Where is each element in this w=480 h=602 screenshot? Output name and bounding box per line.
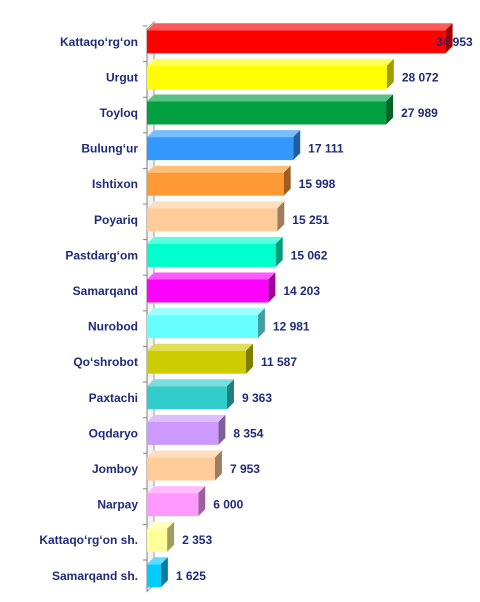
bar-front-face xyxy=(147,101,387,125)
bar-front-face xyxy=(147,493,199,517)
bar-front-face xyxy=(147,457,215,481)
bar-top-face xyxy=(147,201,285,209)
bar-front-face xyxy=(147,528,168,552)
bar-front-face xyxy=(147,386,227,410)
category-label: Poyariq xyxy=(94,213,138,227)
chart-labels: Kattaqo‘rg‘on 34 953 Urgut 28 072 Toyloq 27 9… xyxy=(39,35,473,583)
bar-top-face xyxy=(147,58,394,66)
category-label: Samarqand xyxy=(73,284,138,298)
bar-side-face xyxy=(257,308,265,339)
value-label: 11 587 xyxy=(261,355,297,369)
value-label: 17 111 xyxy=(308,142,344,156)
bar xyxy=(147,343,253,374)
value-label: 34 953 xyxy=(436,35,473,49)
value-label: 9 363 xyxy=(242,391,272,405)
bar-top-face xyxy=(147,236,283,244)
category-label: Qo‘shrobot xyxy=(73,355,138,369)
value-label: 2 353 xyxy=(182,533,212,547)
bar xyxy=(147,308,265,339)
bar-side-face xyxy=(275,236,283,267)
value-label: 28 072 xyxy=(402,70,439,84)
bar-front-face xyxy=(147,350,246,374)
bar-side-face xyxy=(277,201,285,232)
bar-top-face xyxy=(147,414,226,422)
bar-front-face xyxy=(147,421,219,445)
chart-bars xyxy=(147,23,453,588)
bar-side-face xyxy=(198,486,206,517)
bar xyxy=(147,486,206,517)
category-label: Narpay xyxy=(97,498,138,512)
value-label: 15 062 xyxy=(291,248,328,262)
category-label: Samarqand sh. xyxy=(52,569,138,583)
bar-top-face xyxy=(147,343,253,351)
bar-side-face xyxy=(293,130,301,161)
bar xyxy=(147,414,226,445)
bar-side-face xyxy=(386,94,394,125)
bar xyxy=(147,379,234,410)
bar-top-face xyxy=(147,379,234,387)
bar-side-face xyxy=(445,23,453,54)
bar xyxy=(147,201,285,232)
value-label: 8 354 xyxy=(233,426,263,440)
bar xyxy=(147,236,283,267)
bar-side-face xyxy=(245,343,253,374)
category-label: Pastdarg‘om xyxy=(65,248,138,262)
bar-side-face xyxy=(283,165,291,196)
value-label: 27 989 xyxy=(401,106,438,120)
bar xyxy=(147,272,276,303)
bar-side-face xyxy=(386,58,394,89)
bar-top-face xyxy=(147,486,206,494)
bar-top-face xyxy=(147,450,222,458)
bar-front-face xyxy=(147,65,387,89)
value-label: 15 998 xyxy=(299,177,336,191)
bar-top-face xyxy=(147,165,291,173)
category-label: Ishtixon xyxy=(92,177,138,191)
bar-top-face xyxy=(147,23,453,31)
bar-front-face xyxy=(147,243,276,267)
bar-front-face xyxy=(147,315,258,339)
bar xyxy=(147,521,175,552)
bar-side-face xyxy=(160,557,168,588)
bar xyxy=(147,23,453,54)
category-label: Paxtachi xyxy=(89,391,138,405)
value-label: 12 981 xyxy=(273,320,310,334)
bar xyxy=(147,450,222,481)
bar-side-face xyxy=(167,521,175,552)
bar-top-face xyxy=(147,272,276,280)
bar-front-face xyxy=(147,208,278,232)
bar-front-face xyxy=(147,172,284,196)
bar-front-face xyxy=(147,137,294,161)
bar-front-face xyxy=(147,30,446,54)
bar-front-face xyxy=(147,564,161,588)
bar-top-face xyxy=(147,521,175,529)
category-label: Nurobod xyxy=(88,320,138,334)
bar xyxy=(147,165,291,196)
bar-side-face xyxy=(226,379,234,410)
value-label: 14 203 xyxy=(283,284,320,298)
category-label: Bulung‘ur xyxy=(81,142,138,156)
value-label: 1 625 xyxy=(176,569,206,583)
category-label: Kattaqo‘rg‘on sh. xyxy=(39,533,138,547)
category-label: Kattaqo‘rg‘on xyxy=(60,35,138,49)
value-label: 15 251 xyxy=(292,213,329,227)
bar xyxy=(147,58,394,89)
bar-front-face xyxy=(147,279,269,303)
category-label: Toyloq xyxy=(100,106,138,120)
bar-top-face xyxy=(147,94,394,102)
bar xyxy=(147,94,394,125)
bar xyxy=(147,130,301,161)
bar-side-face xyxy=(268,272,276,303)
category-label: Urgut xyxy=(106,70,138,84)
value-label: 7 953 xyxy=(230,462,260,476)
bar-top-face xyxy=(147,130,301,138)
category-label: Oqdaryo xyxy=(89,426,138,440)
category-label: Jomboy xyxy=(92,462,138,476)
bar-top-face xyxy=(147,557,168,565)
bar xyxy=(147,557,168,588)
bar-side-face xyxy=(218,414,226,445)
bar-side-face xyxy=(214,450,222,481)
bar-top-face xyxy=(147,308,265,316)
value-label: 6 000 xyxy=(213,498,243,512)
